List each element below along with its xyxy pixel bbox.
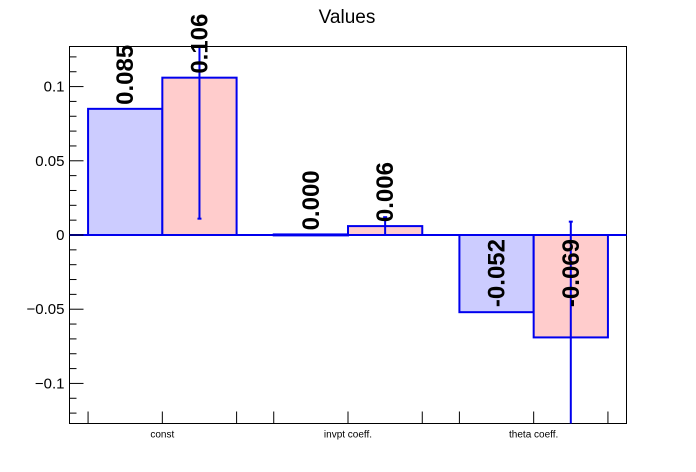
data-label: 0.106: [186, 14, 213, 74]
y-tick-label: −0.05: [27, 301, 65, 318]
y-tick-label: 0: [56, 227, 64, 244]
chart-title: Values: [319, 7, 376, 28]
y-tick-label: −0.1: [35, 375, 65, 392]
y-tick-label: 0.1: [44, 79, 65, 96]
bar-series1-0: [87, 107, 164, 236]
data-label: 0.006: [372, 162, 399, 222]
data-label: 0.085: [112, 45, 139, 105]
axes-layer: −0.1 −0.05 0 0.05 0.1 const invpt coeff. theta …: [27, 56, 609, 441]
x-tick-label: const: [150, 430, 174, 441]
y-tick-label: 0.05: [35, 153, 64, 170]
data-label: 0.000: [298, 170, 325, 230]
data-label: -0.052: [484, 239, 511, 307]
x-tick-label: invpt coeff.: [324, 430, 372, 441]
data-label: -0.069: [558, 239, 585, 307]
x-tick-label: theta coeff.: [509, 430, 558, 441]
bar-series1-2: [458, 234, 535, 314]
labels-layer: 0.085 0.000 -0.052 0.106 0.006 -0.069: [112, 14, 585, 307]
bars-layer: [69, 46, 627, 424]
